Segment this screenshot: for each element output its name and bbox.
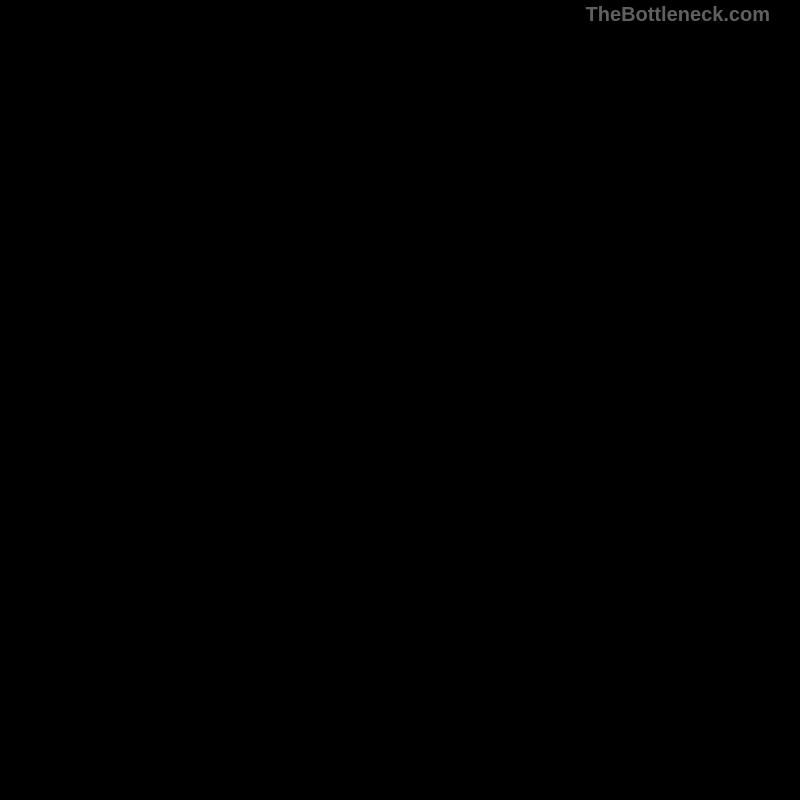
watermark-text: TheBottleneck.com (586, 4, 770, 27)
chart-container: TheBottleneck.com (0, 0, 800, 800)
bottleneck-heatmap (30, 30, 770, 770)
